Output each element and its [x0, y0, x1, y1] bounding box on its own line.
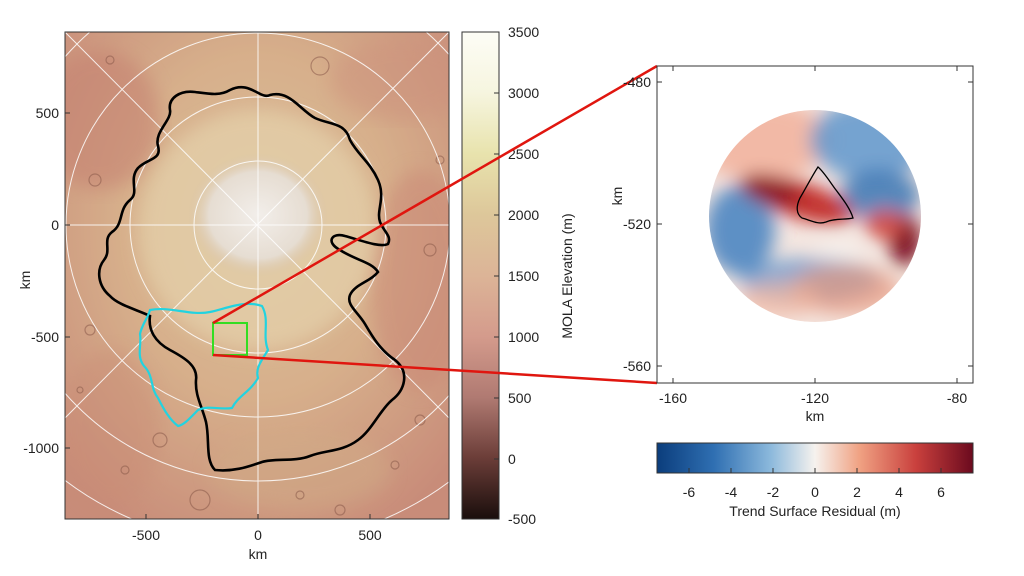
inset-x-tick: -120 — [801, 390, 829, 406]
elevation-tick: 2000 — [508, 207, 539, 223]
elevation-tick: 1500 — [508, 268, 539, 284]
elevation-tick: -500 — [508, 511, 536, 527]
elevation-colorbar-label: MOLA Elevation (m) — [559, 213, 575, 338]
zoom-line-top — [212, 64, 658, 325]
inset-outline — [796, 166, 854, 224]
map-x-tick: 500 — [358, 527, 382, 543]
map-y-tick: -1000 — [23, 440, 59, 456]
residual-tick: -4 — [725, 484, 738, 500]
black-outline — [97, 85, 406, 472]
elevation-tick: 0 — [508, 451, 516, 467]
map-x-tick: 0 — [254, 527, 262, 543]
elevation-tick: 2500 — [508, 146, 539, 162]
map-x-tick: -500 — [132, 527, 160, 543]
elevation-tick: 500 — [508, 390, 532, 406]
zoom-line-bottom — [212, 353, 658, 385]
map-frame — [64, 31, 450, 520]
inset-x-label: km — [806, 408, 825, 424]
cyan-outline — [138, 302, 270, 428]
inset-x-tick: -160 — [659, 390, 687, 406]
left-map: -500 0 500 km 500 0 -500 -1000 km — [17, 31, 450, 562]
residual-disk — [709, 110, 921, 322]
elevation-colorbar: 3500 3000 2500 2000 1500 1000 500 0 -500… — [461, 24, 575, 527]
elevation-tick: 1000 — [508, 329, 539, 345]
elevation-tick: 3500 — [508, 24, 539, 40]
map-x-axis: -500 0 500 km — [132, 514, 382, 562]
inset-y-tick: -520 — [623, 216, 651, 232]
map-y-label: km — [17, 271, 33, 290]
map-y-axis: 500 0 -500 -1000 km — [17, 105, 70, 456]
map-y-tick: 500 — [36, 105, 60, 121]
residual-tick: 0 — [811, 484, 819, 500]
map-x-label: km — [249, 546, 268, 562]
zoom-connectors — [212, 64, 658, 385]
map-terrain — [65, 32, 449, 519]
residual-colorbar-label: Trend Surface Residual (m) — [729, 503, 900, 519]
map-y-tick: -500 — [31, 329, 59, 345]
inset-y-axis: -480 -520 -560 km — [609, 74, 973, 374]
inset-panel: -160 -120 -80 km -480 -520 -560 km — [609, 65, 974, 424]
elevation-tick: 3000 — [508, 85, 539, 101]
inset-y-tick: -480 — [623, 74, 651, 90]
inset-x-axis: -160 -120 -80 km — [659, 66, 967, 424]
residual-tick: 4 — [895, 484, 903, 500]
residual-tick: 6 — [937, 484, 945, 500]
crater-marks — [76, 55, 445, 516]
residual-tick: -2 — [767, 484, 780, 500]
inset-x-tick: -80 — [947, 390, 967, 406]
residual-tick: 2 — [853, 484, 861, 500]
inset-y-tick: -560 — [623, 358, 651, 374]
elevation-colorbar-ramp — [461, 31, 500, 520]
residual-tick: -6 — [683, 484, 696, 500]
inset-y-label: km — [609, 187, 625, 206]
residual-colorbar: -6 -4 -2 0 2 4 6 Trend Surface Residual … — [656, 442, 974, 519]
map-y-tick: 0 — [51, 217, 59, 233]
